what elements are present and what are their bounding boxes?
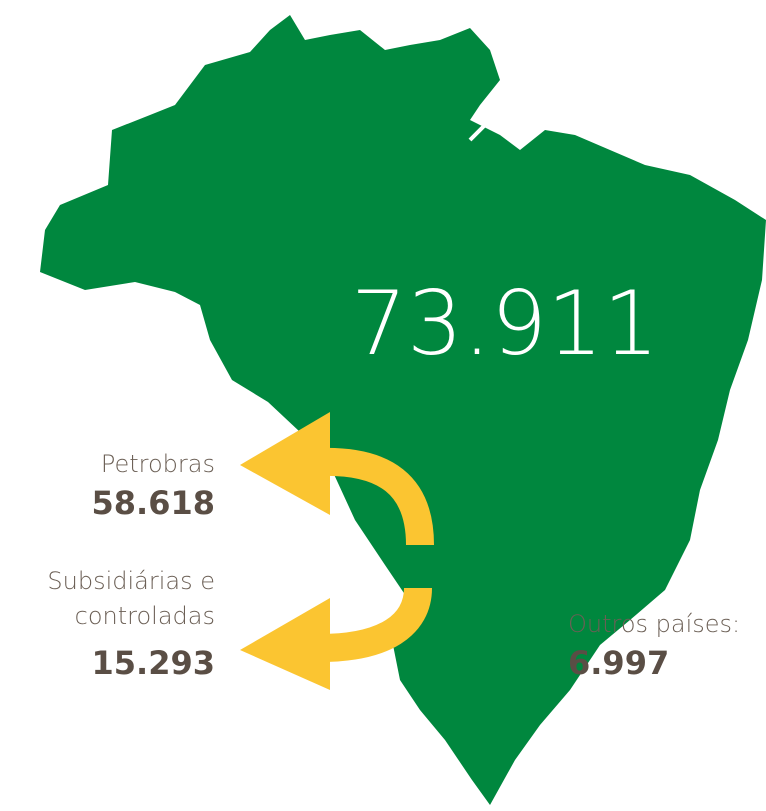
petrobras-label: Petrobras (101, 450, 215, 478)
arrow-petrobras (319, 447, 434, 546)
subsidiaries-value: 15.293 (92, 644, 215, 682)
arrow-head (240, 412, 330, 515)
river (468, 96, 522, 142)
subsidiaries-label: controladas (75, 602, 215, 630)
total-value: 73.911 (351, 272, 659, 375)
subsidiaries-label: Subsidiárias e (47, 567, 215, 595)
arrow-subsidiaries (319, 587, 432, 662)
other-countries-value: 6.997 (568, 644, 669, 682)
arrow-head (240, 598, 330, 690)
other-countries-label: Outros países: (568, 610, 740, 638)
brazil-map (40, 15, 766, 805)
petrobras-value: 58.618 (92, 484, 215, 522)
